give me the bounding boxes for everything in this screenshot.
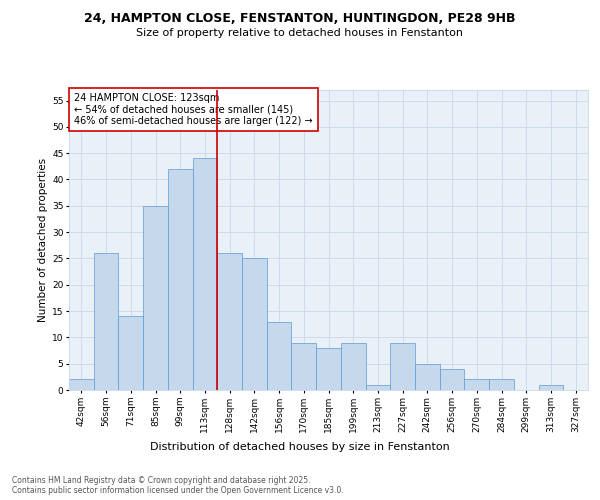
Bar [365,384,390,390]
Bar [489,380,514,390]
Bar [267,322,292,390]
Bar [316,348,341,390]
Bar [341,342,365,390]
Bar [94,253,118,390]
Text: 24, HAMPTON CLOSE, FENSTANTON, HUNTINGDON, PE28 9HB: 24, HAMPTON CLOSE, FENSTANTON, HUNTINGDO… [84,12,516,26]
Bar [69,380,94,390]
Text: 24 HAMPTON CLOSE: 123sqm
← 54% of detached houses are smaller (145)
46% of semi-: 24 HAMPTON CLOSE: 123sqm ← 54% of detach… [74,93,313,126]
Bar [168,169,193,390]
Bar [464,380,489,390]
Text: Contains HM Land Registry data © Crown copyright and database right 2025.
Contai: Contains HM Land Registry data © Crown c… [12,476,344,495]
Bar [539,384,563,390]
Text: Size of property relative to detached houses in Fenstanton: Size of property relative to detached ho… [137,28,464,38]
Bar [390,342,415,390]
Bar [415,364,440,390]
Bar [292,342,316,390]
Bar [118,316,143,390]
Text: Distribution of detached houses by size in Fenstanton: Distribution of detached houses by size … [150,442,450,452]
Bar [440,369,464,390]
Bar [217,253,242,390]
Bar [143,206,168,390]
Bar [242,258,267,390]
Bar [193,158,217,390]
Y-axis label: Number of detached properties: Number of detached properties [38,158,48,322]
